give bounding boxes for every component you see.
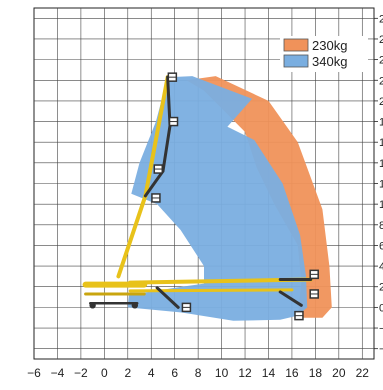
- x-tick-label: 20: [332, 366, 346, 380]
- y-tick-label: 14: [379, 158, 383, 170]
- y-tick-label: −2: [379, 323, 383, 335]
- lower-jib-arm: [155, 286, 180, 309]
- y-tick-label: −4: [379, 344, 383, 356]
- x-tick-label: 6: [171, 366, 178, 380]
- x-tick-label: 4: [148, 366, 155, 380]
- legend-label: 230kg: [312, 38, 347, 53]
- y-tick-label: 24: [379, 55, 383, 67]
- y-tick-label: 20: [379, 96, 383, 108]
- y-tick-label: 6: [379, 240, 383, 252]
- lift-machine-illustration: [82, 72, 319, 321]
- y-tick-label: 2: [379, 282, 383, 294]
- y-tick-label: 18: [379, 117, 383, 129]
- y-tick-label: 0: [379, 302, 383, 314]
- y-tick-label: 16: [379, 137, 383, 149]
- y-tick-label: 28: [379, 13, 383, 25]
- x-tick-label: 16: [285, 366, 299, 380]
- x-tick-label: −4: [51, 366, 65, 380]
- legend-swatch: [283, 54, 309, 68]
- outreach-jib-arm: [278, 290, 303, 307]
- x-tick-label: −2: [74, 366, 88, 380]
- x-tick-label: 2: [124, 366, 131, 380]
- outreach-boom-lower: [128, 288, 294, 293]
- main-boom: [116, 193, 148, 279]
- y-tick-label: 4: [379, 261, 383, 273]
- boom-knuckle: [143, 169, 165, 198]
- y-tick-label: 12: [379, 179, 383, 191]
- upper-boom: [143, 75, 170, 198]
- y-tick-label: 10: [379, 199, 383, 211]
- y-axis-ticks: −4−20246810121416182022242628: [374, 13, 383, 356]
- y-tick-label: 22: [379, 75, 383, 87]
- x-tick-label: 12: [238, 366, 252, 380]
- x-tick-label: 22: [356, 366, 370, 380]
- legend-label: 340kg: [312, 54, 347, 69]
- x-tick-label: 14: [262, 366, 276, 380]
- jib-arm: [161, 124, 172, 173]
- x-tick-label: 8: [195, 366, 202, 380]
- x-tick-label: 0: [101, 366, 108, 380]
- x-tick-label: 10: [215, 366, 229, 380]
- x-tick-label: 18: [309, 366, 323, 380]
- zone-340kg: [127, 76, 308, 321]
- x-axis-ticks: −6 −4 −2 0 2 4 6 8 10 12 14 16 18 20 22: [27, 366, 369, 380]
- y-tick-label: 8: [379, 220, 383, 232]
- y-tick-label: 26: [379, 34, 383, 46]
- x-tick-label: −6: [27, 366, 41, 380]
- legend-swatch: [283, 38, 309, 52]
